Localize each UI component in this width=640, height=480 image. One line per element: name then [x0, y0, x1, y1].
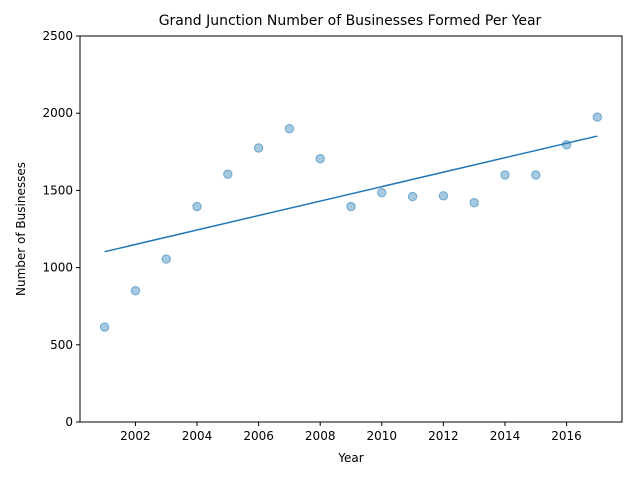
y-axis-ticks: 0 500 1000 1500 2000 2500	[42, 29, 80, 429]
data-point	[284, 123, 295, 134]
data-point	[99, 322, 110, 332]
data-point	[407, 191, 418, 202]
y-tick-label: 1000	[42, 261, 73, 275]
data-point	[223, 169, 233, 179]
x-axis-ticks: 2002 2004 2006 2008 2010 2012 2014 2016	[120, 422, 582, 443]
data-point	[500, 170, 510, 180]
data-point	[192, 201, 202, 212]
y-axis-label: Number of Businesses	[14, 162, 28, 296]
x-tick-label: 2014	[490, 429, 521, 443]
x-tick-label: 2010	[367, 429, 398, 443]
x-tick-label: 2004	[182, 429, 213, 443]
data-points	[99, 112, 603, 332]
x-tick-label: 2006	[243, 429, 274, 443]
data-point	[438, 191, 449, 201]
x-tick-label: 2002	[120, 429, 151, 443]
chart-title: Grand Junction Number of Businesses Form…	[159, 13, 542, 29]
x-tick-label: 2008	[305, 429, 336, 443]
data-point	[346, 201, 356, 212]
data-point	[253, 143, 264, 153]
data-point	[531, 170, 541, 180]
plot-frame	[79, 35, 623, 423]
data-point	[469, 198, 479, 208]
y-tick-label: 1500	[42, 183, 73, 197]
data-point	[377, 188, 387, 198]
x-tick-label: 2016	[551, 429, 582, 443]
y-tick-label: 2500	[42, 29, 73, 43]
y-tick-label: 2000	[42, 106, 73, 120]
trend-line-group	[104, 135, 598, 253]
y-tick-label: 500	[50, 338, 73, 352]
x-axis-label: Year	[337, 451, 363, 465]
data-point	[315, 154, 325, 164]
data-point	[561, 140, 572, 150]
x-tick-label: 2012	[428, 429, 459, 443]
data-point	[592, 112, 603, 122]
data-point	[130, 286, 141, 296]
y-tick-label: 0	[65, 415, 73, 429]
data-point	[161, 254, 171, 264]
trend-line	[104, 135, 598, 253]
